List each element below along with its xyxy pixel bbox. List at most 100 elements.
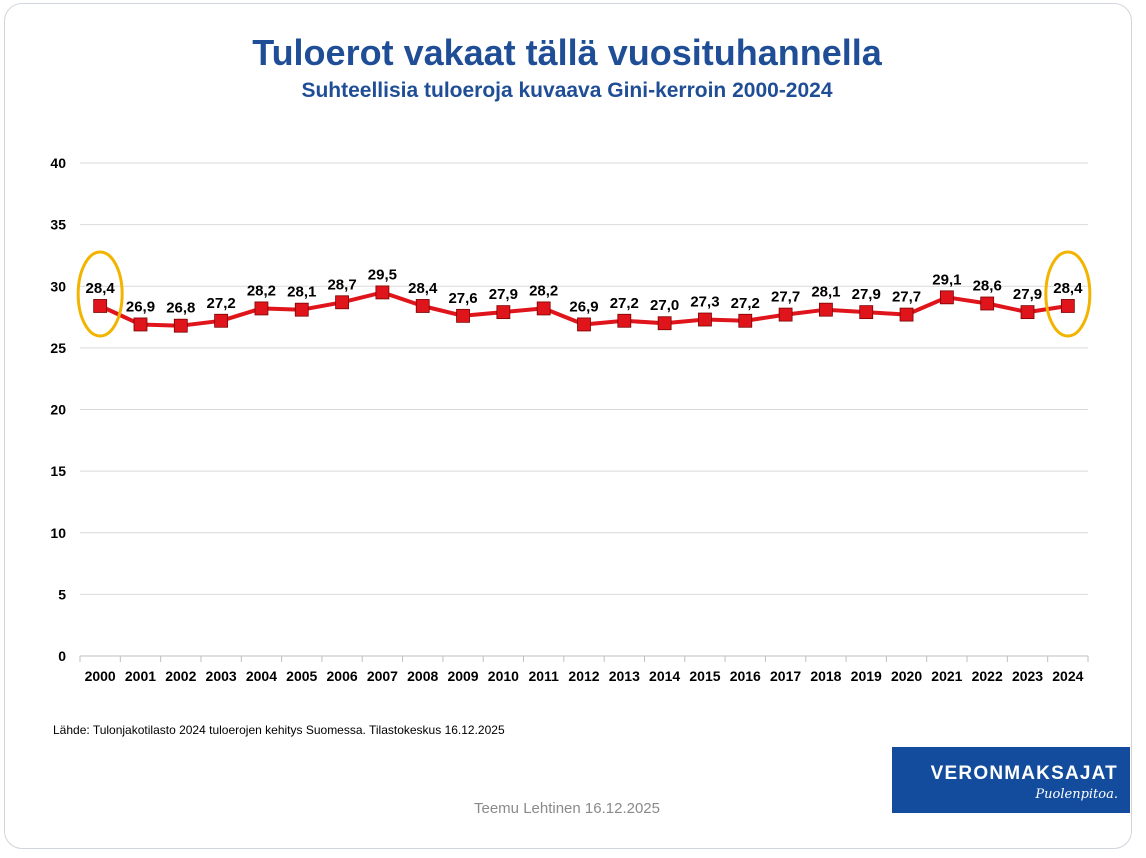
logo-main-text: VERONMAKSAJAT	[930, 763, 1118, 784]
source-note: Lähde: Tulonjakotilasto 2024 tuloerojen …	[53, 723, 505, 737]
x-tick-label: 2016	[730, 668, 761, 684]
x-tick-label: 2012	[568, 668, 599, 684]
data-label: 27,2	[610, 295, 639, 312]
veronmaksajat-logo: VERONMAKSAJAT Puolenpitoa.	[892, 747, 1130, 813]
data-point-marker	[738, 313, 753, 328]
x-tick-label: 2015	[689, 668, 720, 684]
data-label: 28,1	[287, 284, 316, 301]
data-point-marker	[657, 316, 672, 331]
highlight-ellipses	[76, 250, 1092, 338]
y-tick-label: 15	[50, 463, 66, 479]
y-tick-label: 10	[50, 525, 66, 541]
y-tick-label: 35	[50, 217, 66, 233]
x-tick-label: 2002	[165, 668, 196, 684]
x-tick-label: 2000	[85, 668, 116, 684]
data-point-marker	[819, 302, 833, 317]
data-label: 27,7	[771, 289, 800, 306]
data-label: 28,4	[408, 280, 438, 297]
chart-title: Tuloerot vakaat tällä vuosituhannella	[252, 32, 882, 73]
data-point-marker	[254, 301, 269, 316]
data-label: 27,3	[690, 294, 719, 311]
data-labels: 28,4 26,9 26,8 27,2 28,2 28,1 28,7 29,5 28,4 27,6…	[86, 266, 1084, 316]
x-tick-label: 2004	[246, 668, 277, 684]
data-label: 27,2	[731, 295, 760, 312]
y-tick-label: 25	[50, 340, 66, 356]
data-label: 28,7	[327, 276, 356, 293]
data-label: 27,9	[489, 286, 518, 303]
data-point-marker	[496, 305, 511, 320]
data-label: 28,4	[1053, 280, 1083, 297]
data-point-marker	[617, 313, 632, 328]
data-label: 28,1	[811, 284, 840, 301]
data-label: 26,9	[126, 298, 155, 315]
data-point-marker	[294, 302, 309, 317]
data-label: 28,2	[529, 282, 558, 299]
data-point-marker	[456, 308, 470, 323]
data-point-marker	[778, 307, 793, 322]
x-tick-label: 2020	[891, 668, 922, 684]
data-point-marker	[859, 305, 874, 320]
footer-author-date: Teemu Lehtinen 16.12.2025	[474, 800, 660, 817]
y-axis-ticks: 0 5 10 15 20 25 30 35 40	[50, 155, 66, 664]
highlight-ellipse	[76, 250, 124, 338]
data-label: 27,2	[207, 295, 236, 312]
x-tick-label: 2018	[810, 668, 841, 684]
data-point-marker	[375, 285, 390, 300]
chart-subtitle: Suhteellisia tuloeroja kuvaava Gini-kerr…	[301, 79, 833, 102]
data-point-marker	[214, 313, 229, 328]
x-tick-label: 2019	[851, 668, 882, 684]
data-label: 27,6	[448, 290, 477, 307]
data-label: 28,2	[247, 282, 276, 299]
x-tick-label: 2003	[206, 668, 237, 684]
x-tick-label: 2013	[609, 668, 640, 684]
y-tick-label: 0	[58, 648, 66, 664]
data-label: 28,6	[973, 278, 1002, 295]
data-label: 28,4	[86, 280, 116, 297]
gridlines	[80, 162, 1088, 657]
y-tick-label: 5	[58, 586, 66, 602]
data-label: 29,1	[932, 271, 961, 288]
data-point-marker	[899, 307, 914, 322]
data-point-marker	[93, 299, 108, 313]
data-point-marker	[577, 317, 591, 332]
data-label: 26,9	[569, 298, 598, 315]
highlight-ellipse	[1044, 250, 1092, 338]
data-point-marker	[536, 301, 551, 316]
x-tick-label: 2021	[931, 668, 962, 684]
data-point-marker	[335, 295, 349, 310]
x-tick-label: 2014	[649, 668, 680, 684]
x-tick-label: 2006	[327, 668, 358, 684]
x-tick-label: 2010	[488, 668, 519, 684]
x-tick-label: 2008	[407, 668, 438, 684]
y-tick-label: 20	[50, 402, 66, 418]
data-point-marker	[980, 296, 995, 311]
data-point-marker	[133, 317, 148, 332]
series-gini	[93, 285, 1075, 333]
x-tick-label: 2009	[447, 668, 478, 684]
data-point-marker	[698, 312, 712, 327]
data-label: 27,0	[650, 297, 679, 314]
data-label: 27,9	[852, 286, 881, 303]
x-tick-label: 2023	[1012, 668, 1043, 684]
x-tick-label: 2007	[367, 668, 398, 684]
data-point-marker	[415, 299, 430, 313]
data-point-marker	[1060, 299, 1075, 313]
y-tick-label: 40	[50, 155, 66, 171]
data-point-marker	[939, 290, 954, 305]
x-tick-label: 2005	[286, 668, 317, 684]
data-point-marker	[173, 318, 188, 333]
x-tick-label: 2024	[1052, 668, 1083, 684]
y-tick-label: 30	[50, 278, 66, 294]
logo-tagline: Puolenpitoa.	[1035, 787, 1118, 802]
x-tick-label: 2017	[770, 668, 801, 684]
data-label: 26,8	[166, 300, 195, 317]
x-tick-label: 2022	[972, 668, 1003, 684]
data-label: 27,9	[1013, 286, 1042, 303]
data-label: 27,7	[892, 289, 921, 306]
x-axis-ticks: 2000 2001 2002 2003 2004 2005 2006 2007 2008 2009…	[79, 656, 1089, 684]
data-label: 29,5	[368, 266, 397, 283]
data-point-marker	[1020, 305, 1035, 320]
x-tick-label: 2011	[528, 668, 559, 684]
slide-frame	[4, 3, 1132, 849]
